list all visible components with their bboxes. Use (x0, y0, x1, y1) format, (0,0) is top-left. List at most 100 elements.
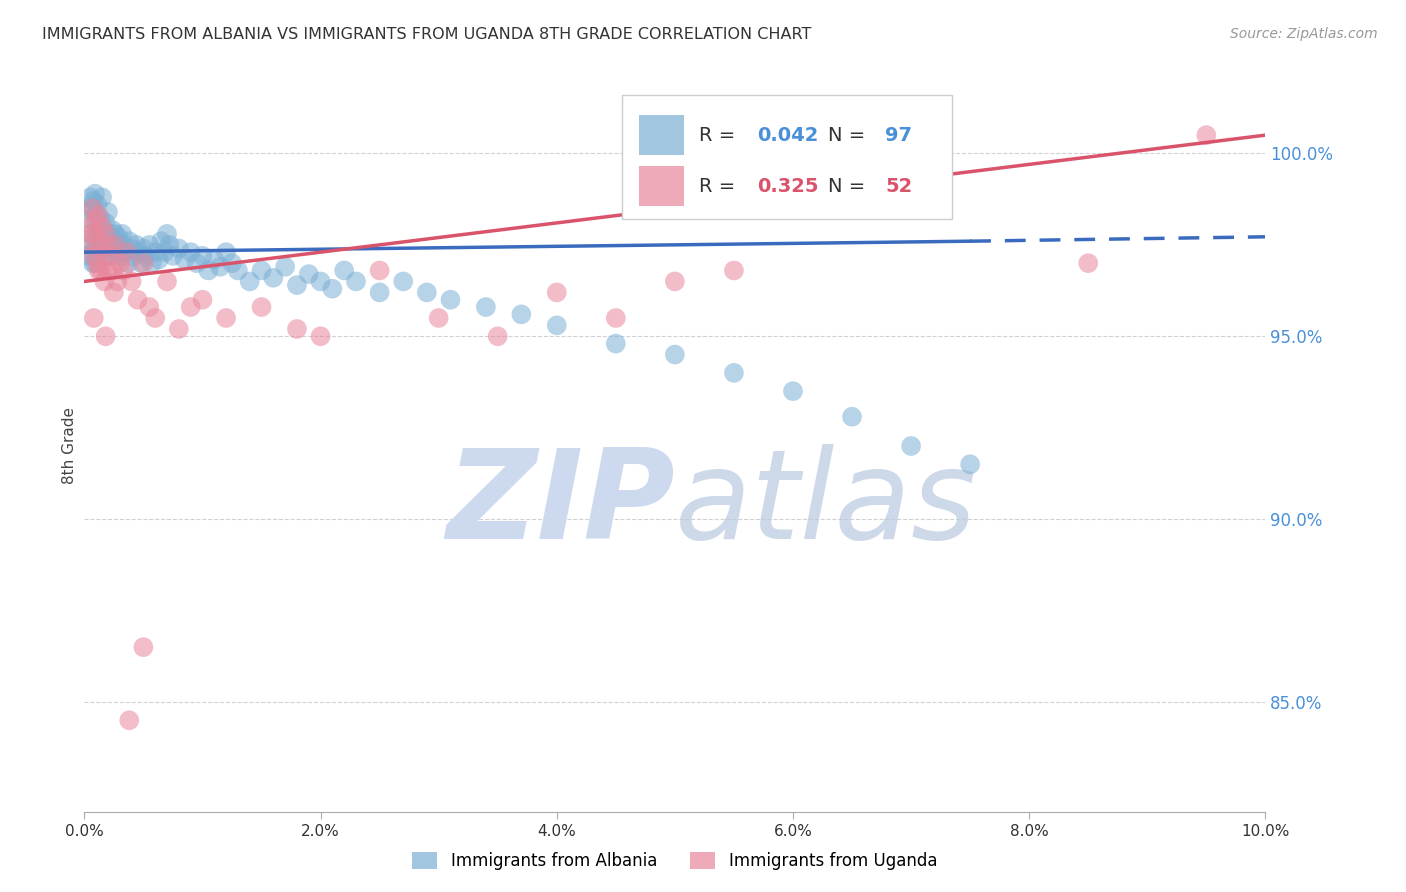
Point (959, 458, 981, 472)
Point (664, 348, 686, 362)
Point (180, 300, 202, 314)
Point (605, 336, 627, 351)
Point (250, 300, 273, 314)
Point (173, 252, 195, 267)
Point (110, 249, 132, 263)
Point (79, 227, 101, 241)
Point (90, 263, 112, 277)
Point (143, 245, 166, 260)
Point (87, 227, 110, 241)
Point (84, 256, 107, 270)
Point (262, 270, 284, 285)
Point (101, 263, 124, 277)
Point (94, 216, 117, 230)
Point (197, 263, 219, 277)
Point (510, 307, 533, 321)
Text: Source: ZipAtlas.com: Source: ZipAtlas.com (1230, 27, 1378, 41)
Point (333, 263, 356, 277)
Point (118, 234, 141, 248)
Point (93, 275, 115, 289)
Point (125, 238, 148, 252)
Point (202, 252, 225, 267)
Point (138, 300, 160, 314)
Point (285, 322, 308, 336)
Point (89, 242, 111, 256)
Point (98, 227, 121, 241)
Bar (640, 166, 685, 206)
Point (114, 245, 136, 260)
Point (117, 256, 139, 270)
Point (221, 256, 243, 270)
Point (98, 249, 121, 263)
Point (80, 212, 103, 227)
Point (605, 311, 627, 326)
Point (84, 212, 107, 227)
Point (87, 209, 110, 223)
Point (93, 227, 115, 241)
Point (84, 227, 107, 241)
Point (900, 439, 922, 453)
Point (107, 230, 129, 244)
Point (112, 263, 135, 277)
Point (157, 238, 180, 252)
Point (191, 249, 214, 263)
Point (96, 263, 118, 277)
Point (87, 219, 110, 234)
Point (132, 256, 155, 270)
Point (77, 249, 100, 263)
Point (392, 275, 415, 289)
Bar (621, 95, 952, 219)
Point (132, 640, 155, 655)
Point (84, 209, 107, 223)
Point (132, 242, 155, 256)
Point (103, 285, 125, 300)
Point (86, 249, 108, 263)
Point (321, 282, 343, 296)
Point (186, 256, 208, 270)
Point (100, 249, 122, 263)
Point (285, 278, 308, 293)
Point (1077, 256, 1099, 270)
Point (84, 238, 107, 252)
Point (344, 275, 367, 289)
Point (167, 242, 190, 256)
Point (209, 260, 232, 274)
Point (82, 202, 104, 216)
Point (115, 245, 138, 260)
Point (101, 223, 124, 237)
Point (723, 263, 745, 277)
Point (112, 238, 135, 252)
Point (91, 245, 114, 260)
Point (309, 329, 332, 343)
Point (368, 263, 391, 277)
Point (97, 249, 120, 263)
Point (309, 275, 332, 289)
Point (180, 245, 202, 260)
Point (274, 260, 297, 274)
Point (475, 300, 498, 314)
Point (94, 329, 117, 343)
Point (143, 311, 166, 326)
Point (841, 409, 863, 424)
Point (96, 234, 118, 248)
Point (167, 322, 190, 336)
Point (127, 293, 149, 307)
Text: R =: R = (699, 177, 741, 196)
Point (103, 242, 125, 256)
Point (104, 238, 127, 252)
Text: 0.325: 0.325 (758, 177, 820, 196)
Text: ZIP: ZIP (446, 444, 675, 565)
Point (94, 227, 117, 241)
Point (91, 219, 114, 234)
Point (98, 238, 121, 252)
Point (416, 285, 439, 300)
Point (368, 285, 391, 300)
Point (86, 256, 108, 270)
Text: 52: 52 (886, 177, 912, 196)
Point (121, 242, 143, 256)
Point (141, 256, 163, 270)
Point (156, 227, 179, 241)
Point (486, 329, 509, 343)
Point (90, 234, 112, 248)
Point (1195, 128, 1218, 143)
